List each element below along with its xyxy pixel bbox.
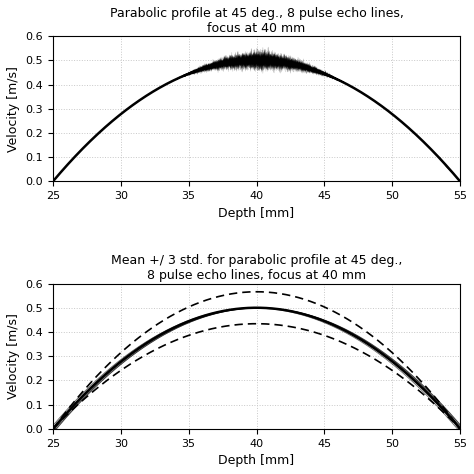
X-axis label: Depth [mm]: Depth [mm] [219,454,294,467]
Y-axis label: Velocity [m/s]: Velocity [m/s] [7,313,20,399]
Title: Mean +/ 3 std. for parabolic profile at 45 deg.,
8 pulse echo lines, focus at 40: Mean +/ 3 std. for parabolic profile at … [111,255,402,283]
Title: Parabolic profile at 45 deg., 8 pulse echo lines,
focus at 40 mm: Parabolic profile at 45 deg., 8 pulse ec… [109,7,403,35]
Y-axis label: Velocity [m/s]: Velocity [m/s] [7,66,20,152]
X-axis label: Depth [mm]: Depth [mm] [219,207,294,219]
